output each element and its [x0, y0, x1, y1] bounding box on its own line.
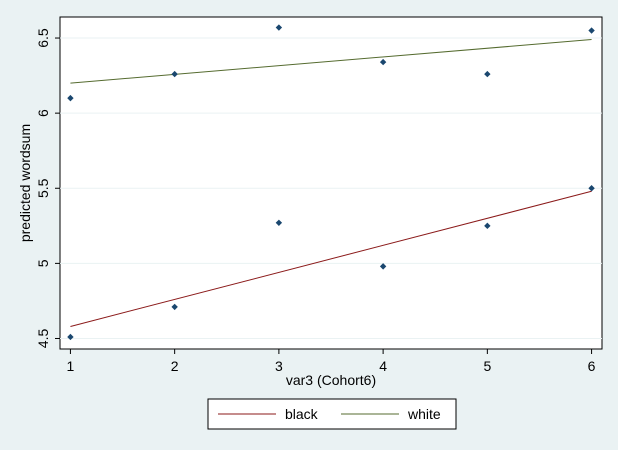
y-tick-label: 5: [35, 259, 51, 267]
data-point-black: [171, 303, 178, 311]
y-tick-label: 4.5: [35, 329, 51, 349]
x-axis-title: var3 (Cohort6): [286, 372, 376, 388]
data-point-black: [588, 185, 595, 192]
x-tick-label: 3: [275, 358, 283, 374]
legend-label-white: white: [407, 406, 441, 422]
y-tick-label: 5.5: [35, 178, 51, 198]
grid: [60, 37, 602, 339]
y-tick-label: 6.5: [35, 28, 51, 48]
x-tick-label: 2: [171, 358, 179, 374]
legend-label-black: black: [285, 406, 319, 422]
x-tick-label: 5: [483, 358, 491, 374]
data-point-black: [484, 222, 491, 230]
fit-line-black: [70, 190, 592, 327]
data-point-white: [379, 58, 387, 66]
x-axis: 1 2 3 4 5 6: [67, 349, 596, 374]
data-point-white: [275, 24, 283, 31]
y-axis-title: predicted wordsum: [17, 124, 33, 242]
data-point-white: [171, 70, 178, 78]
data-point-black: [275, 219, 283, 227]
data-points: [67, 24, 595, 341]
x-tick-label: 6: [588, 358, 596, 374]
y-axis: 4.5 5 5.5 6 6.5: [35, 28, 60, 348]
legend: black white: [207, 398, 457, 430]
plot-area: [59, 16, 603, 350]
x-tick-label: 1: [67, 358, 75, 374]
data-point-white: [484, 70, 491, 78]
x-tick-label: 4: [379, 358, 387, 374]
data-point-black: [379, 263, 387, 270]
fit-line-white: [70, 39, 592, 84]
data-point-white: [67, 94, 74, 102]
data-point-black: [67, 333, 74, 341]
y-tick-label: 6: [35, 109, 51, 117]
data-point-white: [588, 27, 595, 34]
fit-lines: [70, 39, 592, 327]
